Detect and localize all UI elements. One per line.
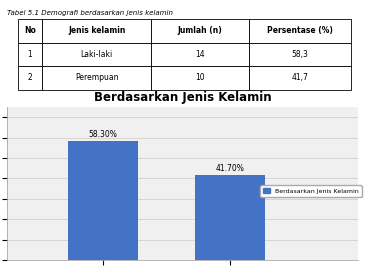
Text: Persentase (%): Persentase (%)	[267, 27, 333, 35]
Bar	[68, 141, 138, 260]
Text: Tabel 5.1 Demografi berdasarkan jenis kelamin: Tabel 5.1 Demografi berdasarkan jenis ke…	[7, 10, 173, 16]
Text: 1: 1	[28, 50, 32, 59]
Text: No: No	[24, 27, 36, 35]
Legend: Berdasarkan Jenis Kelamin: Berdasarkan Jenis Kelamin	[260, 185, 362, 197]
Text: Perempuan: Perempuan	[75, 73, 118, 82]
Bar	[249, 43, 351, 66]
Bar	[18, 43, 42, 66]
Bar	[18, 66, 42, 90]
Bar	[42, 66, 151, 90]
Text: 41.70%: 41.70%	[216, 164, 245, 173]
Bar	[249, 19, 351, 43]
Bar	[249, 66, 351, 90]
Bar	[151, 19, 249, 43]
Text: 41,7: 41,7	[291, 73, 308, 82]
Bar	[195, 175, 265, 260]
Text: Jenis kelamin: Jenis kelamin	[68, 27, 125, 35]
Bar	[151, 66, 249, 90]
Bar	[42, 19, 151, 43]
Text: 10: 10	[195, 73, 205, 82]
Bar	[42, 43, 151, 66]
Text: Laki-laki: Laki-laki	[81, 50, 113, 59]
Text: 58.30%: 58.30%	[88, 130, 117, 139]
Text: 14: 14	[195, 50, 205, 59]
Text: 58,3: 58,3	[291, 50, 308, 59]
Title: Berdasarkan Jenis Kelamin: Berdasarkan Jenis Kelamin	[94, 91, 271, 104]
Bar	[18, 19, 42, 43]
Text: 2: 2	[28, 73, 32, 82]
Text: Jumlah (n): Jumlah (n)	[178, 27, 222, 35]
Bar	[151, 43, 249, 66]
